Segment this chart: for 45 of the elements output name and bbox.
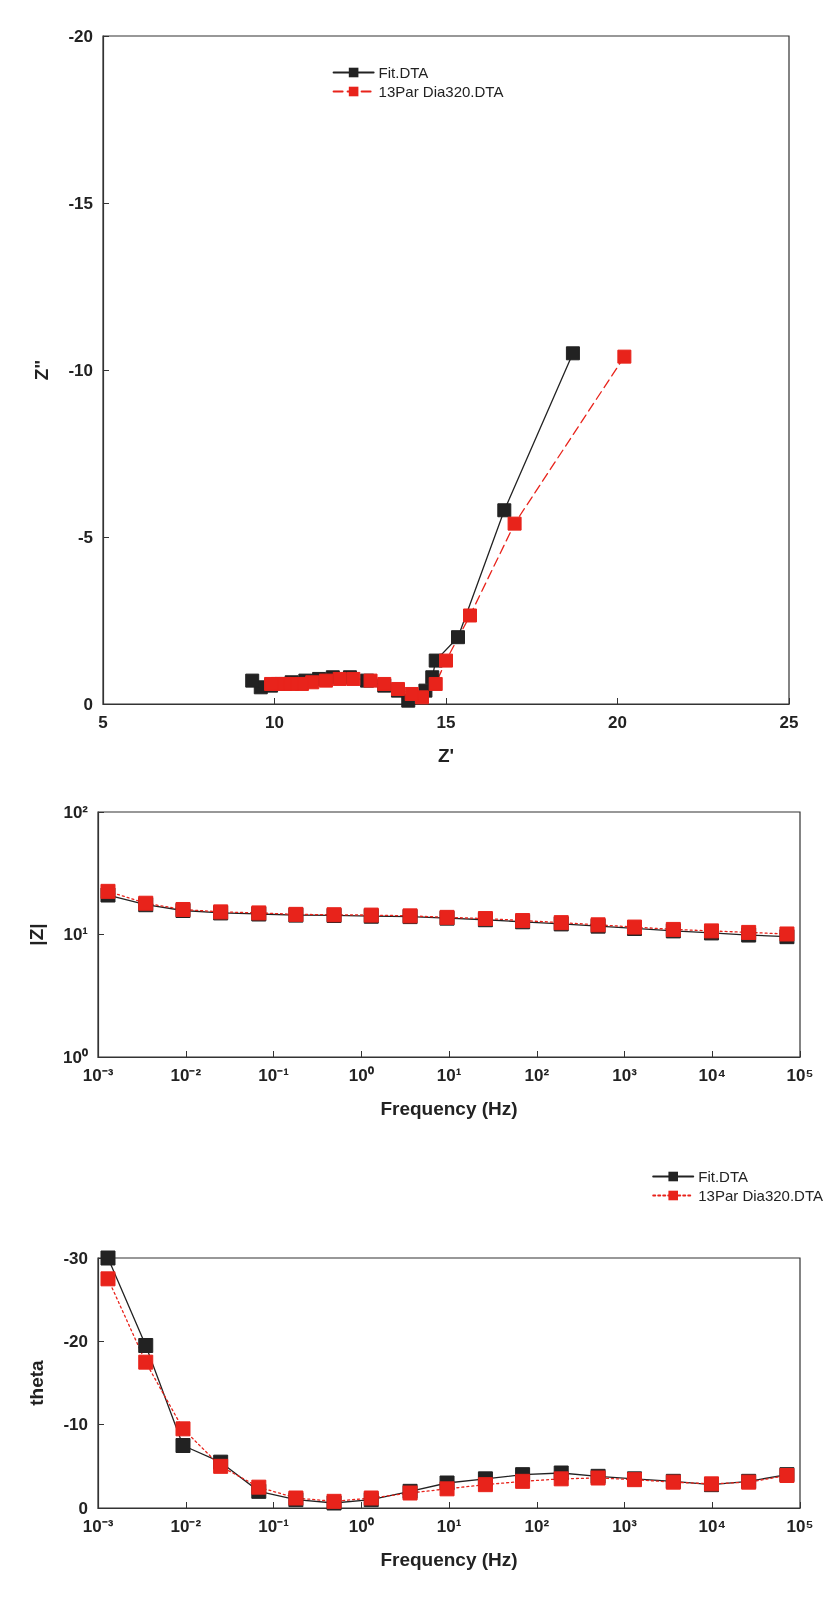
- y-tick-label: -30: [63, 1248, 88, 1268]
- x-tick-label: 10⁻²: [170, 1066, 202, 1085]
- y-tick-label: -10: [63, 1415, 88, 1435]
- y-tick-label: -10: [68, 360, 93, 380]
- legend-label: Fit.DTA: [378, 64, 429, 81]
- x-tick-label: 10⁻²: [170, 1517, 202, 1536]
- x-tick-label: 10⁵: [786, 1066, 814, 1085]
- x-tick-label: 5: [98, 713, 108, 732]
- x-tick-label: 15: [436, 713, 456, 732]
- x-tick-label: 10⁴: [698, 1066, 726, 1085]
- x-tick-label: 10⁻¹: [258, 1066, 290, 1085]
- x-tick-label: 10⁵: [786, 1517, 814, 1536]
- x-tick-label: 10¹: [436, 1517, 462, 1536]
- y-axis-title: |Z|: [26, 923, 47, 946]
- y-axis-title: Z": [31, 359, 52, 381]
- x-tick-label: 10³: [612, 1517, 638, 1536]
- y-tick-label: 10¹: [63, 925, 89, 944]
- x-axis-title: Z': [437, 745, 455, 766]
- x-tick-label: 10⁰: [348, 1066, 374, 1085]
- x-tick-label: 10⁻³: [82, 1517, 114, 1536]
- x-tick-label: 10: [265, 713, 284, 732]
- x-tick-label: 25: [779, 713, 799, 732]
- x-tick-label: 10¹: [436, 1066, 462, 1085]
- legend-label: 13Par Dia320.DTA: [698, 1187, 824, 1204]
- y-tick-label: 10²: [63, 802, 89, 822]
- x-tick-label: 10²: [524, 1066, 550, 1085]
- x-axis-title: Frequency (Hz): [380, 1098, 518, 1119]
- legend-label: 13Par Dia320.DTA: [378, 83, 504, 100]
- y-tick-label: -5: [77, 527, 93, 547]
- x-tick-label: 10⁰: [348, 1517, 374, 1536]
- x-tick-label: 20: [608, 713, 627, 732]
- x-tick-label: 10⁻³: [82, 1066, 114, 1085]
- y-tick-label: -15: [68, 193, 93, 213]
- y-tick-label: 0: [78, 1498, 88, 1518]
- y-tick-label: 0: [83, 694, 93, 714]
- y-tick-label: 10⁰: [63, 1047, 88, 1067]
- y-tick-label: -20: [68, 26, 93, 46]
- y-axis-title: theta: [26, 1359, 47, 1406]
- x-tick-label: 10³: [612, 1066, 638, 1085]
- legend-label: Fit.DTA: [698, 1168, 748, 1185]
- x-tick-label: 10²: [524, 1517, 550, 1536]
- y-tick-label: -20: [63, 1331, 88, 1351]
- x-tick-label: 10⁴: [698, 1517, 726, 1536]
- x-axis-title: Frequency (Hz): [380, 1549, 518, 1570]
- x-tick-label: 10⁻¹: [258, 1517, 290, 1536]
